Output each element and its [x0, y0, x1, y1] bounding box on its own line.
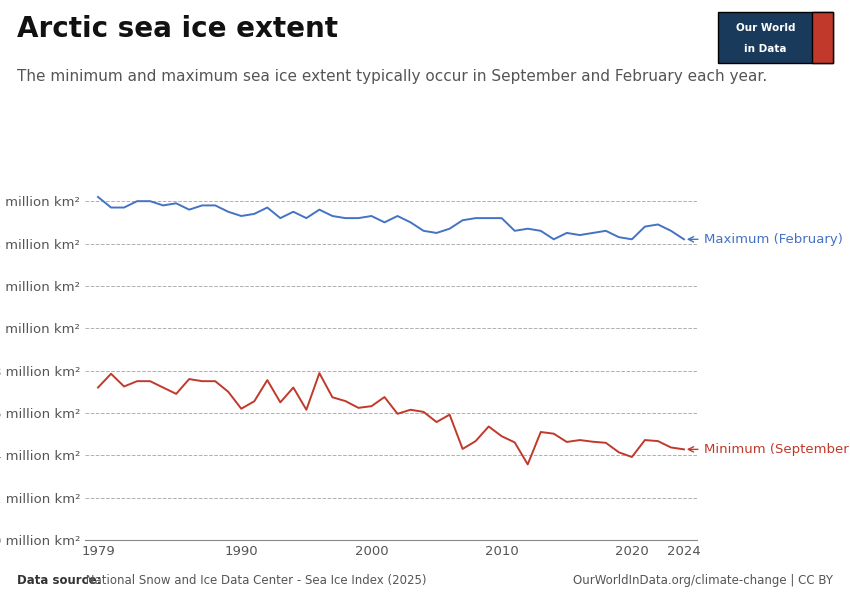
- Text: Maximum (February): Maximum (February): [688, 233, 842, 246]
- Text: Our World: Our World: [735, 23, 795, 34]
- Text: The minimum and maximum sea ice extent typically occur in September and February: The minimum and maximum sea ice extent t…: [17, 69, 768, 84]
- Text: National Snow and Ice Data Center - Sea Ice Index (2025): National Snow and Ice Data Center - Sea …: [82, 574, 427, 587]
- Text: Arctic sea ice extent: Arctic sea ice extent: [17, 15, 338, 43]
- Text: in Data: in Data: [744, 44, 786, 54]
- Text: Data source:: Data source:: [17, 574, 101, 587]
- Text: Minimum (September): Minimum (September): [688, 443, 850, 456]
- Text: OurWorldInData.org/climate-change | CC BY: OurWorldInData.org/climate-change | CC B…: [573, 574, 833, 587]
